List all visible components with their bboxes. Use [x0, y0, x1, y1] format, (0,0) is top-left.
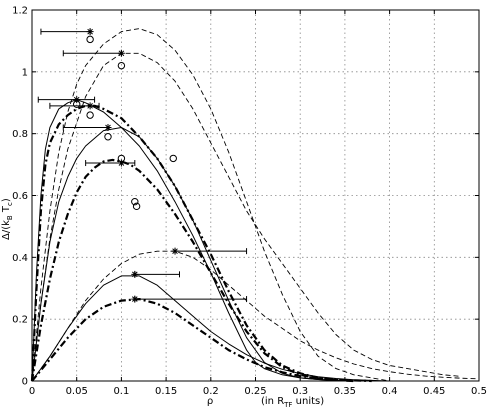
circle-point	[132, 202, 141, 211]
asterisk-point	[73, 96, 81, 104]
x-tick-label: 0.15	[155, 386, 177, 397]
x-axis-units-sub: TF	[283, 401, 292, 409]
y-axis-label-mid: T	[1, 205, 12, 215]
grid-lines	[32, 10, 479, 381]
x-axis-units-suffix: units)	[292, 396, 324, 407]
circle-point	[117, 61, 126, 70]
series-line-3-solid	[31, 99, 354, 382]
y-axis-label: Δ/(kB Tc)	[1, 198, 14, 240]
marker-group	[37, 28, 248, 303]
series-line-9-dashdot	[31, 298, 372, 383]
x-tick-label: 0.1	[113, 386, 129, 397]
tick-group: 0 0.05 0.1 0.15 0.2 0.25 0.3 0.35 0.4 0.45 0.5 0 0.2…	[12, 6, 487, 398]
asterisk-point	[131, 295, 139, 303]
series-line-8-solid	[31, 275, 390, 382]
circle-point	[86, 35, 94, 44]
x-tick-label: 0.4	[382, 386, 398, 397]
series-line-7-dashed	[31, 250, 480, 382]
y-tick-label: 0.6	[12, 191, 28, 202]
asterisk-point	[117, 49, 125, 57]
asterisk-point	[86, 28, 94, 36]
circle-point	[86, 111, 94, 119]
series-group	[30, 28, 480, 383]
x-tick-label: 0.3	[292, 386, 308, 397]
y-tick-label: 0.2	[12, 315, 28, 326]
x-tick-label: 0.35	[334, 386, 356, 397]
y-axis-label-sub1: B	[6, 215, 14, 220]
x-tick-label: 0.05	[66, 386, 88, 397]
x-axis-units-prefix: (in R	[261, 396, 284, 407]
circle-point	[131, 197, 139, 206]
circle-point	[117, 154, 126, 163]
circle-point	[169, 154, 177, 163]
y-tick-label: 0.4	[12, 253, 28, 264]
x-tick-label: 0.5	[471, 386, 487, 397]
y-tick-label: 1.2	[12, 6, 28, 17]
x-axis-units: (in RTF units)	[261, 396, 324, 409]
asterisk-point	[131, 270, 139, 278]
circle-point	[73, 100, 81, 108]
series-line-4-solid	[31, 127, 354, 382]
x-tick-label: 0.2	[203, 386, 219, 397]
asterisk-point	[117, 159, 125, 167]
y-tick-label: 0	[22, 377, 28, 388]
y-axis-label-sub2: c	[6, 202, 14, 206]
series-line-2-dashed	[31, 52, 462, 382]
circle-point	[104, 133, 112, 141]
x-axis-symbol: ρ	[207, 396, 213, 407]
asterisk-point	[171, 247, 179, 255]
y-axis-label-lead: Δ/(k	[1, 220, 12, 240]
y-tick-label: 1	[22, 67, 28, 78]
series-line-1-dashed	[31, 28, 390, 382]
y-tick-label: 0.8	[12, 129, 28, 140]
y-axis-label-trail: )	[1, 198, 12, 202]
x-tick-label: 0	[29, 386, 35, 397]
x-tick-label: 0.25	[244, 386, 266, 397]
x-tick-label: 0.45	[423, 386, 445, 397]
asterisk-point	[104, 123, 112, 131]
asterisk-point	[86, 102, 94, 110]
series-line-6-dashdot	[30, 158, 354, 383]
